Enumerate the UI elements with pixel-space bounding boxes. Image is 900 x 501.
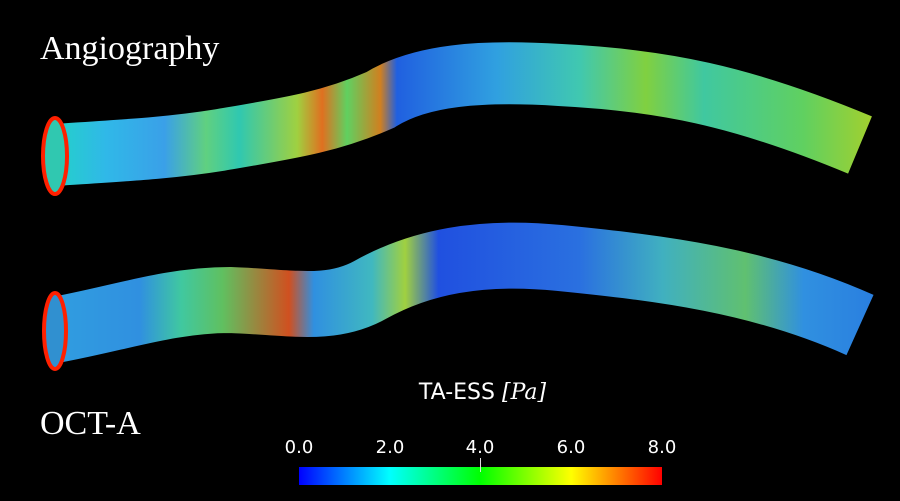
angiography-vessel <box>52 42 872 186</box>
oct-a-label: OCT-A <box>40 405 141 442</box>
angiography-label: Angiography <box>40 30 220 67</box>
colorbar-title-text: TA-ESS <box>418 380 495 405</box>
oct-vessel <box>48 222 874 363</box>
colorbar-unit: [Pa] <box>501 380 547 405</box>
colorbar-tick: 8.0 <box>647 437 677 458</box>
colorbar-title: TA-ESS [Pa] <box>300 380 665 405</box>
colorbar-tick: 4.0 <box>465 437 495 458</box>
colorbar <box>299 467 662 485</box>
colorbar-tick: 6.0 <box>556 437 586 458</box>
colorbar-marker <box>480 458 481 472</box>
oct-inlet <box>42 291 68 371</box>
colorbar-tick: 2.0 <box>375 437 405 458</box>
angiography-inlet <box>41 116 69 196</box>
colorbar-tick: 0.0 <box>284 437 314 458</box>
